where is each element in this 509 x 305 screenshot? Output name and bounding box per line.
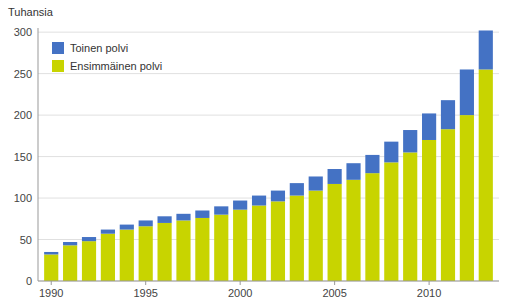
legend-label: Ensimmäinen polvi: [70, 60, 162, 72]
y-tick-label: 150: [14, 151, 32, 163]
bar-segment: [214, 215, 228, 281]
bar-segment: [365, 173, 379, 281]
bar-segment: [346, 163, 360, 180]
bar-segment: [271, 201, 285, 281]
legend-label: Toinen polvi: [70, 42, 128, 54]
legend-swatch: [52, 60, 64, 72]
bar-segment: [82, 237, 96, 241]
y-tick-label: 100: [14, 192, 32, 204]
bar-segment: [101, 230, 115, 234]
x-tick: [145, 281, 146, 285]
grid-line: [38, 73, 499, 74]
bar-segment: [422, 113, 436, 140]
chart-container: 0 50 100 150 200 250 300 1990 1995 2000 2005 2010 Tu…: [0, 0, 509, 305]
bar-segment: [460, 69, 474, 115]
bar-segment: [479, 30, 493, 69]
y-tick-label: 50: [20, 234, 32, 246]
bar-segment: [271, 191, 285, 202]
bar-segment: [63, 245, 77, 281]
bar-segment: [176, 220, 190, 281]
bar-segment: [441, 129, 455, 281]
y-axis-line: [38, 28, 39, 281]
bar-segment: [328, 184, 342, 281]
bar-segment: [195, 210, 209, 217]
bar-segment: [120, 225, 134, 230]
bar-segment: [44, 252, 58, 254]
x-tick: [240, 281, 241, 285]
x-tick-label: 2005: [322, 287, 346, 299]
x-tick-label: 2000: [228, 287, 252, 299]
bar-segment: [63, 242, 77, 245]
y-tick-label: 300: [14, 26, 32, 38]
y-axis-label: Tuhansia: [8, 6, 54, 18]
bar-segment: [139, 220, 153, 226]
bars: [44, 30, 493, 281]
bar-segment: [158, 223, 172, 281]
bar-segment: [101, 234, 115, 281]
bar-segment: [384, 162, 398, 281]
bar-segment: [422, 140, 436, 281]
y-tick-label: 200: [14, 109, 32, 121]
bar-segment: [384, 142, 398, 163]
bar-segment: [365, 155, 379, 173]
y-grid: [38, 32, 499, 281]
x-tick: [51, 281, 52, 285]
bar-segment: [176, 214, 190, 221]
bar-segment: [309, 191, 323, 281]
bar-segment: [82, 241, 96, 281]
bar-segment: [44, 254, 58, 281]
y-tick-label: 0: [26, 275, 32, 287]
legend: Toinen polvi Ensimmäinen polvi: [52, 42, 162, 72]
bar-segment: [479, 69, 493, 281]
x-tick-label: 1995: [133, 287, 157, 299]
bar-segment: [252, 206, 266, 281]
bar-segment: [328, 169, 342, 184]
legend-swatch: [52, 42, 64, 54]
bar-segment: [120, 230, 134, 281]
bar-segment: [290, 183, 304, 195]
x-tick: [334, 281, 335, 285]
bar-segment: [403, 152, 417, 281]
bar-segment: [195, 218, 209, 281]
x-tick-label: 1990: [39, 287, 63, 299]
bar-segment: [403, 130, 417, 152]
x-tick-label: 2010: [417, 287, 441, 299]
grid-line: [38, 32, 499, 33]
bar-segment: [139, 226, 153, 281]
bar-segment: [158, 216, 172, 223]
x-axis-line: [38, 281, 499, 282]
bar-segment: [214, 206, 228, 214]
bar-segment: [290, 196, 304, 281]
bar-segment: [233, 201, 247, 210]
x-tick: [429, 281, 430, 285]
bar-segment: [460, 115, 474, 281]
bar-segment: [346, 180, 360, 281]
grid-line: [38, 281, 499, 282]
y-tick-label: 250: [14, 68, 32, 80]
bar-segment: [309, 176, 323, 190]
bar-segment: [252, 196, 266, 206]
bar-segment: [441, 100, 455, 129]
bar-segment: [233, 210, 247, 281]
chart: 0 50 100 150 200 250 300 1990 1995 2000 2005 2010 Tu…: [0, 0, 509, 305]
